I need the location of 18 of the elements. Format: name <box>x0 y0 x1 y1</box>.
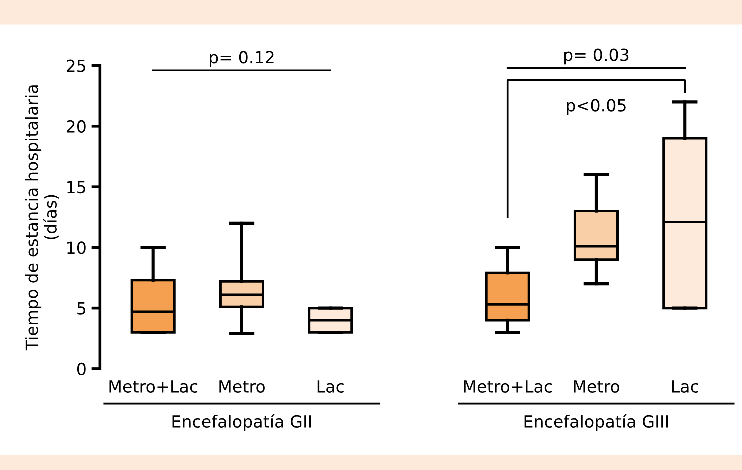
y-tick-label: 25 <box>66 60 86 72</box>
x-tick-label: Metro+Lac <box>110 380 198 393</box>
x-tick-label: Metro <box>574 380 620 393</box>
y-tick-label: 20 <box>66 120 86 133</box>
y-axis-title: Tiempo de estancia hospitalaria (días) <box>25 86 59 351</box>
x-tick-label: Metro+Lac <box>464 380 552 393</box>
text: Encefalopatía GII <box>172 414 312 432</box>
x-tick-label: Lac <box>318 380 344 393</box>
text: p= 0.03 <box>564 48 629 65</box>
y-tick-label: 5 <box>78 302 86 315</box>
y-tick-label: 15 <box>68 181 86 194</box>
text: Encefalopatía GIII <box>524 414 668 432</box>
annotation: p<0.05 <box>567 99 626 116</box>
x-tick-label: Lac <box>672 380 698 393</box>
annotation: p= 0.12 <box>210 51 274 68</box>
y-tick-label: 0 <box>77 362 86 376</box>
x-tick-label: Metro <box>220 380 265 393</box>
y-tick-label: 10 <box>68 242 86 254</box>
